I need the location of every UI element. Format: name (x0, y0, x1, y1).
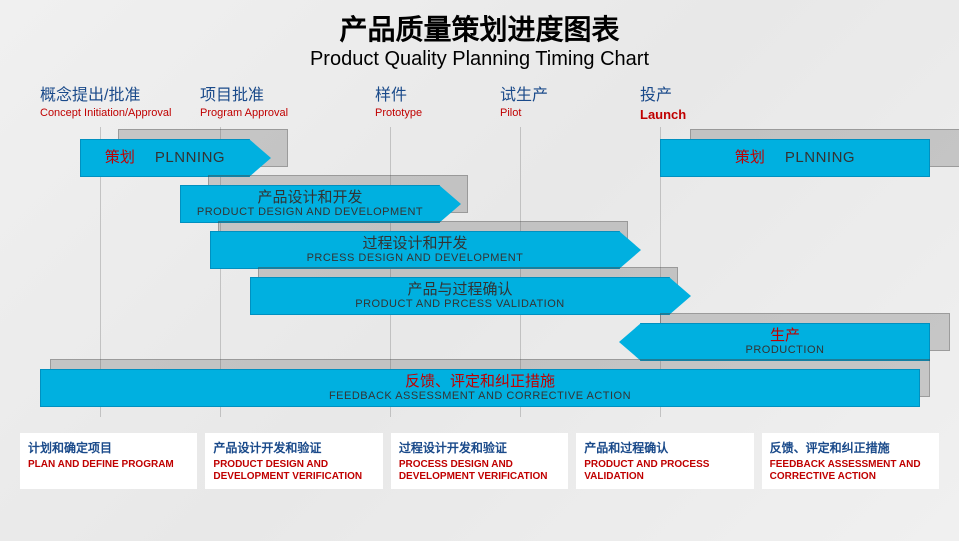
milestone-en: Program Approval (200, 107, 288, 119)
bar-cn: 产品与过程确认 (407, 282, 512, 299)
milestone-4: 投产 Launch (640, 81, 686, 122)
bar-en: FEEDBACK ASSESSMENT AND CORRECTIVE ACTIO… (329, 390, 631, 402)
milestone-en: Prototype (375, 107, 422, 119)
footer-box-2: 过程设计开发和验证 PROCESS DESIGN AND DEVELOPMENT … (391, 433, 568, 489)
phase-bar-5: 生产PRODUCTION (640, 323, 930, 361)
milestone-en: Pilot (500, 107, 548, 119)
title-en: Product Quality Planning Timing Chart (0, 48, 959, 81)
footer-cn: 计划和确定项目 (28, 439, 189, 456)
milestone-1: 项目批准 Program Approval (200, 81, 288, 119)
footer-en: PLAN AND DEFINE PROGRAM (28, 459, 189, 471)
footer-box-3: 产品和过程确认 PRODUCT AND PROCESS VALIDATION (576, 433, 753, 489)
footer-cn: 反馈、评定和纠正措施 (770, 439, 931, 456)
milestone-cn: 投产 (640, 81, 686, 105)
footer-cn: 产品和过程确认 (584, 439, 745, 456)
arrow-right-icon (619, 231, 641, 269)
footer-box-1: 产品设计开发和验证 PRODUCT DESIGN AND DEVELOPMENT … (205, 433, 382, 489)
footer-box-0: 计划和确定项目 PLAN AND DEFINE PROGRAM (20, 433, 197, 489)
footer-box-4: 反馈、评定和纠正措施 FEEDBACK ASSESSMENT AND CORREC… (762, 433, 939, 489)
phase-bar-2: 产品设计和开发PRODUCT DESIGN AND DEVELOPMENT (180, 185, 440, 223)
phase-bar-0: 策划 PLNNING (80, 139, 250, 177)
bar-en: PRODUCTION (746, 344, 825, 356)
bar-en: PRODUCT AND PRCESS VALIDATION (355, 298, 564, 310)
bar-cn: 过程设计和开发 (362, 236, 467, 253)
footer-en: PRODUCT AND PROCESS VALIDATION (584, 459, 745, 483)
milestone-en: Launch (640, 107, 686, 122)
milestones-row: 概念提出/批准 Concept Initiation/Approval 项目批准 Pr… (20, 81, 939, 127)
arrow-right-icon (439, 185, 461, 223)
milestone-cn: 样件 (375, 81, 422, 105)
arrow-right-icon (249, 139, 271, 177)
milestone-cn: 项目批准 (200, 81, 288, 105)
bar-cn: 策划 (105, 150, 135, 167)
title-cn: 产品质量策划进度图表 (0, 0, 959, 48)
bar-cn: 产品设计和开发 (257, 190, 362, 207)
phase-bar-3: 过程设计和开发PRCESS DESIGN AND DEVELOPMENT (210, 231, 620, 269)
milestone-cn: 试生产 (500, 81, 548, 105)
phase-bar-1: 策划 PLNNING (660, 139, 930, 177)
phase-bar-6: 反馈、评定和纠正措施FEEDBACK ASSESSMENT AND CORREC… (40, 369, 920, 407)
milestone-cn: 概念提出/批准 (40, 81, 171, 105)
arrow-right-icon (669, 277, 691, 315)
footer-en: PRODUCT DESIGN AND DEVELOPMENT VERIFICAT… (213, 459, 374, 483)
milestone-3: 试生产 Pilot (500, 81, 548, 119)
bar-cn: 生产 (770, 328, 800, 345)
footer-en: FEEDBACK ASSESSMENT AND CORRECTIVE ACTIO… (770, 459, 931, 483)
bar-cn: 反馈、评定和纠正措施 (405, 374, 555, 391)
bar-en: PRCESS DESIGN AND DEVELOPMENT (307, 252, 524, 264)
bar-cn: 策划 (735, 150, 765, 167)
bar-en: PRODUCT DESIGN AND DEVELOPMENT (197, 206, 423, 218)
arrow-left-icon (619, 323, 641, 361)
footer-cn: 产品设计开发和验证 (213, 439, 374, 456)
footer-row: 计划和确定项目 PLAN AND DEFINE PROGRAM 产品设计开发和验证 P… (20, 427, 939, 489)
milestone-0: 概念提出/批准 Concept Initiation/Approval (40, 81, 171, 119)
footer-cn: 过程设计开发和验证 (399, 439, 560, 456)
milestone-2: 样件 Prototype (375, 81, 422, 119)
timing-chart: 策划 PLNNING 策划 PLNNING 产品设计和开发PRODUCT DESIGN … (20, 127, 939, 417)
bar-en: PLNNING (785, 150, 855, 167)
milestone-en: Concept Initiation/Approval (40, 107, 171, 119)
bar-en: PLNNING (155, 150, 225, 167)
phase-bar-4: 产品与过程确认PRODUCT AND PRCESS VALIDATION (250, 277, 670, 315)
footer-en: PROCESS DESIGN AND DEVELOPMENT VERIFICAT… (399, 459, 560, 483)
